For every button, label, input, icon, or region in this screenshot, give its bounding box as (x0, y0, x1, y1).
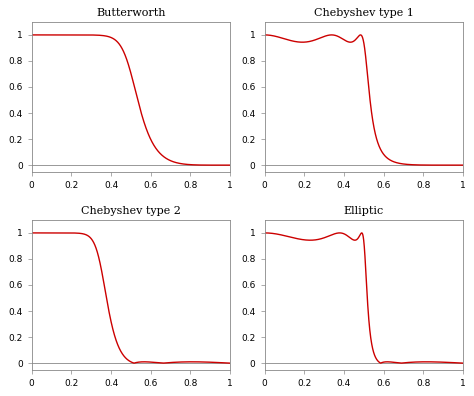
Title: Chebyshev type 1: Chebyshev type 1 (314, 8, 414, 18)
Title: Chebyshev type 2: Chebyshev type 2 (81, 206, 181, 216)
Title: Butterworth: Butterworth (96, 8, 165, 18)
Title: Elliptic: Elliptic (344, 206, 384, 216)
